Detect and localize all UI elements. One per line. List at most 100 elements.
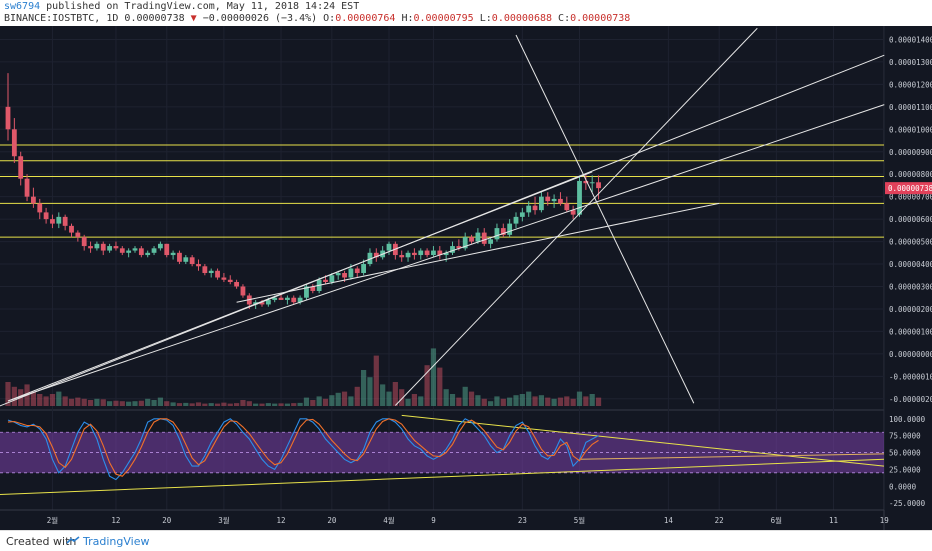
volume-bar — [214, 403, 221, 406]
close-label: C: — [558, 13, 571, 24]
price-axis: 0.00001400 0.00001300 0.00001200 0.00001100… — [885, 35, 932, 508]
open-label: O: — [323, 13, 336, 24]
volume-bar — [176, 403, 183, 406]
candle-body — [158, 243, 163, 249]
volume-bar — [564, 396, 570, 406]
candle-body — [253, 302, 259, 305]
last-price-label: 0.00000738 — [888, 184, 932, 193]
volume-bar — [475, 395, 481, 406]
volume-bar — [538, 395, 544, 406]
volume-bar — [126, 401, 132, 406]
candle-body — [507, 223, 513, 235]
candle-body — [291, 297, 297, 303]
stoch-trend-line — [401, 414, 885, 467]
candle-body — [119, 248, 125, 253]
candle-body — [100, 243, 106, 251]
candle-body — [412, 252, 417, 256]
candlesticks — [5, 73, 601, 309]
candle-body — [113, 246, 119, 249]
price-tick-label: 0.00001100 — [889, 103, 932, 112]
volume-bar — [462, 386, 468, 406]
price-tick-label: 0.00000300 — [889, 282, 932, 291]
volume-bar — [354, 386, 360, 406]
volume-bar — [43, 396, 49, 406]
volume-bar — [373, 355, 379, 406]
candle-body — [367, 252, 373, 265]
price-tick-label: 0.00000000 — [889, 350, 932, 359]
price-tick-label: 0.00001400 — [889, 35, 932, 44]
stoch-rsi-pane — [0, 414, 885, 511]
trend-line — [236, 202, 720, 303]
volume-bar — [138, 400, 144, 406]
volume-bar — [513, 395, 519, 406]
high-label: H: — [401, 13, 414, 24]
candle-body — [259, 302, 265, 305]
candle-body — [513, 216, 519, 224]
candle-body — [564, 203, 570, 211]
price-tick-label: 0.00001200 — [889, 80, 932, 89]
volume-bar — [62, 396, 68, 406]
ohlc-line: BINANCE:IOSTBTC, 1D 0.00000738 ▼ −0.0000… — [4, 13, 630, 24]
price-tick-label: 0.00000600 — [889, 215, 932, 224]
candle-body — [361, 264, 366, 274]
price-tick-label: 0.00000700 — [889, 193, 932, 202]
volume-bar — [316, 396, 322, 406]
candle-body — [494, 228, 500, 240]
published-text: published on TradingView.com, May 11, 20… — [46, 1, 360, 12]
volume-bar — [551, 398, 557, 406]
volume-bar — [411, 394, 417, 406]
candle-body — [50, 219, 55, 224]
volume-bar — [424, 365, 430, 406]
volume-bar — [234, 403, 240, 406]
candle-body — [310, 286, 316, 291]
candle-body — [56, 216, 62, 224]
candle-body — [335, 273, 341, 276]
stoch-series-line — [7, 418, 599, 481]
tradingview-logo-icon — [66, 536, 80, 544]
price-change: −0.00000026 (−3.4%) — [202, 13, 318, 24]
symbol-label[interactable]: BINANCE:IOSTBTC, 1D — [4, 13, 119, 24]
candle-body — [418, 250, 424, 256]
volume-bar — [329, 395, 335, 406]
volume-bar — [259, 403, 265, 406]
trend-line — [394, 27, 758, 406]
candle-body — [94, 243, 100, 249]
chart-header: sw6794 published on TradingView.com, May… — [0, 0, 932, 26]
close-value: 0.00000738 — [570, 13, 631, 24]
candle-body — [5, 106, 11, 130]
candle-body — [189, 257, 195, 265]
volume-bar — [272, 403, 278, 406]
candle-body — [500, 228, 506, 235]
stoch-tick-label: -25.0000 — [889, 499, 926, 508]
grid-lines — [0, 26, 885, 530]
chart-canvas[interactable]: 0.00001400 0.00001300 0.00001200 0.00001100… — [0, 26, 932, 530]
volume-bar — [265, 403, 271, 406]
candle-body — [373, 252, 379, 258]
candle-body — [208, 270, 214, 274]
candle-body — [37, 203, 43, 213]
time-tick-label: 3월 — [218, 515, 230, 525]
candle-body — [570, 210, 576, 215]
volume-bar — [367, 377, 373, 406]
volume-bar — [405, 398, 411, 406]
volume-bar — [341, 391, 348, 406]
volume-bar — [392, 382, 398, 406]
candle-body — [431, 250, 436, 256]
stoch-tick-label: 0.0000 — [889, 482, 917, 491]
candle-body — [234, 282, 239, 287]
volume-bar — [202, 403, 208, 406]
volume-bar — [132, 401, 138, 406]
author-link[interactable]: sw6794 — [4, 1, 41, 12]
volume-bar — [570, 398, 576, 406]
candle-body — [583, 180, 589, 184]
candle-body — [488, 239, 493, 244]
candle-body — [456, 246, 462, 249]
volume-bar — [240, 400, 246, 406]
candle-body — [24, 178, 30, 197]
tradingview-brand-link[interactable]: TradingView — [83, 535, 150, 548]
volume-bar — [253, 403, 259, 406]
volume-bar — [456, 397, 462, 406]
candle-body — [215, 270, 220, 278]
volume-bar — [183, 402, 189, 406]
price-tick-label: 0.00000400 — [889, 260, 932, 269]
